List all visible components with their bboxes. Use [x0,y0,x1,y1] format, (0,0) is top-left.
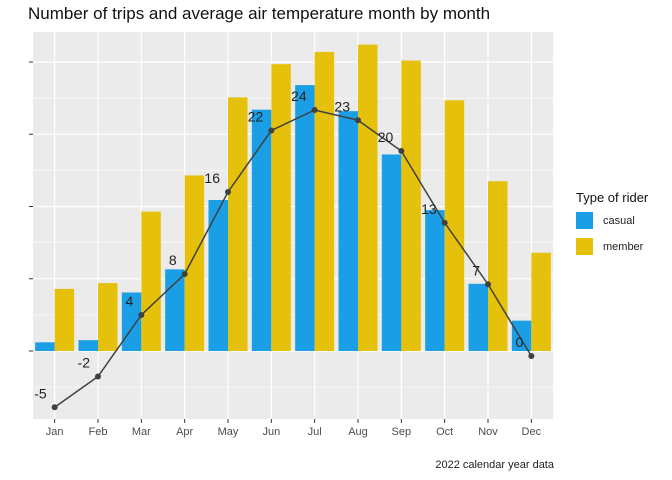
bar-casual-apr [165,269,185,351]
temperature-point-feb [95,373,101,380]
x-tick-label-jun: Jun [262,426,280,438]
bar-layer [35,44,551,352]
temperature-label-sep: 20 [378,129,394,145]
temperature-point-oct [441,219,448,226]
temperature-point-mar [138,312,145,318]
temperature-line-layer: -5 -2 4 8 16 22 24 23 20 13 7 0 [34,88,535,411]
temperature-label-nov: 7 [472,262,480,278]
bar-casual-aug [338,111,358,351]
bar-member-mar [141,211,161,351]
bar-casual-oct [425,210,445,351]
x-tick-label-dec: Dec [522,426,542,438]
temperature-label-jul: 24 [291,88,307,104]
temperature-label-jan: -5 [34,385,47,401]
bar-member-jul [314,51,335,351]
x-tick-label-mar: Mar [132,426,151,438]
chart-caption: 2022 calendar year data [435,459,554,471]
bar-casual-sep [381,154,402,351]
temperature-point-dec [528,353,535,359]
temperature-label-may: 16 [204,170,220,186]
x-tick-label-feb: Feb [89,426,108,438]
temperature-label-feb: -2 [78,355,91,371]
panel-background [33,32,553,419]
x-tick-label-apr: Apr [176,426,193,438]
temperature-label-apr: 8 [169,252,177,268]
bar-casual-may [208,199,228,351]
bar-member-apr [184,175,205,351]
temperature-line [54,109,532,408]
temperature-point-jun [268,127,275,134]
temperature-label-jun: 22 [248,109,264,125]
x-tick-label-oct: Oct [436,426,453,438]
bar-casual-jun [251,109,272,351]
temperature-point-may [225,189,231,195]
x-tick-label-sep: Sep [392,426,412,438]
legend-item-casual: casual [576,212,635,229]
bar-member-dec [531,252,551,351]
bar-member-jan [54,288,75,351]
bar-casual-dec [511,320,532,351]
bar-casual-jan [35,342,55,351]
x-tick-label-aug: Aug [348,426,368,438]
axis-layer: Jan Feb Mar Apr May Jun Jul Aug Sep Oct Nov Dec [29,61,542,438]
x-tick-label-may: May [218,426,239,438]
temperature-point-apr [181,271,188,277]
legend-key-casual [576,212,593,229]
bar-member-may [228,97,248,351]
temperature-point-aug [355,117,361,124]
temperature-label-oct: 13 [421,201,437,217]
temperature-point-jan [51,404,58,411]
bar-casual-nov [468,283,488,351]
bar-member-aug [358,44,378,351]
bar-member-sep [401,60,421,352]
bar-casual-jul [295,85,315,352]
temperature-label-mar: 4 [126,293,134,309]
bar-member-jun [271,64,291,351]
x-tick-label-jul: Jul [308,426,322,438]
temperature-label-dec: 0 [516,334,524,350]
legend-item-member: member [576,238,643,255]
temperature-label-aug: 23 [334,98,350,114]
temperature-point-nov [485,281,491,288]
bar-casual-feb [78,340,98,351]
legend-key-member [576,238,593,255]
temperature-point-sep [398,148,405,154]
bar-member-nov [488,181,508,351]
bar-member-oct [444,100,465,351]
x-tick-label-jan: Jan [46,426,64,438]
bar-member-feb [98,283,118,351]
legend-label-casual: casual [603,214,635,227]
legend-label-member: member [603,240,644,253]
x-tick-label-nov: Nov [478,426,498,438]
legend-title: Type of rider [576,190,649,205]
temperature-point-jul [311,107,318,113]
chart-title: Number of trips and average air temperat… [28,4,491,23]
